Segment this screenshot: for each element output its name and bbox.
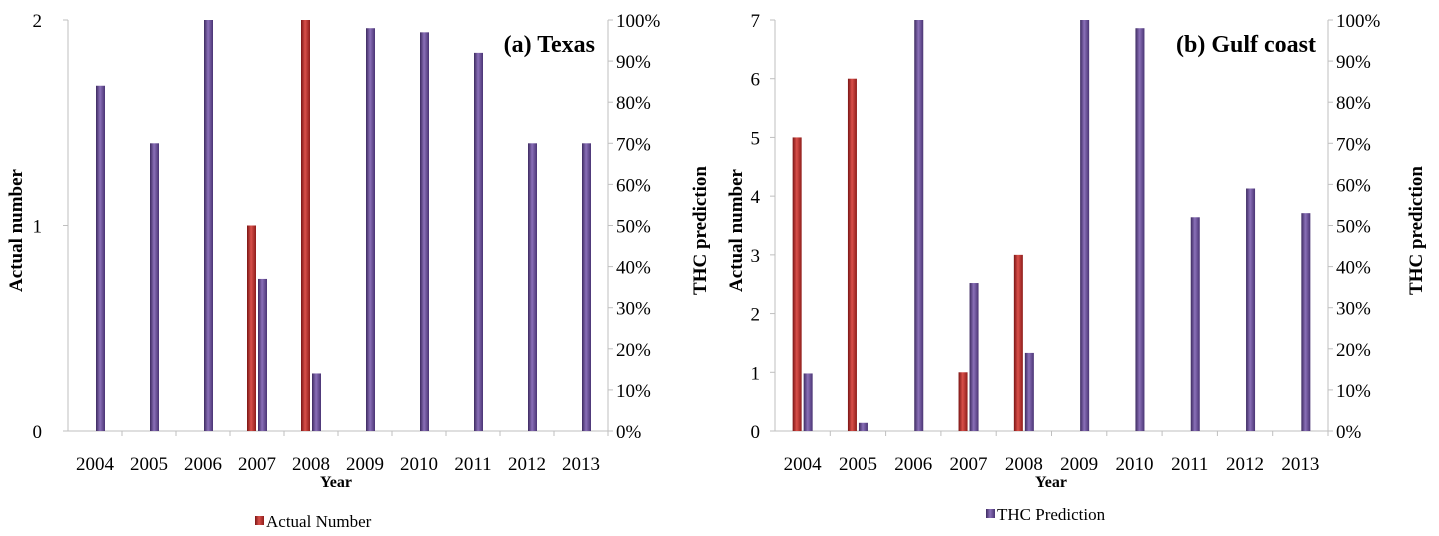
bar-thc-prediction — [1301, 213, 1311, 431]
y-tick-label-right: 80% — [616, 93, 651, 114]
y-tick-label-right: 30% — [1336, 299, 1371, 320]
bar-thc-prediction — [858, 422, 868, 431]
bar-thc-prediction — [150, 143, 159, 432]
x-axis-title: Year — [1035, 474, 1067, 491]
x-tick-label: 2013 — [1281, 454, 1319, 475]
x-tick-label: 2005 — [839, 454, 877, 475]
x-tick-label: 2004 — [76, 454, 115, 475]
x-tick-label: 2006 — [894, 454, 932, 475]
y-tick-label-left: 0 — [751, 422, 761, 443]
y-tick-label-right: 20% — [1336, 340, 1371, 361]
x-tick-label: 2012 — [1226, 454, 1264, 475]
y-tick-label-right: 80% — [1336, 93, 1371, 114]
bar-actual-number — [792, 137, 802, 431]
x-tick-label: 2005 — [130, 454, 168, 475]
y-tick-label-right: 90% — [1336, 52, 1371, 73]
y-axis-title-left: Actual number — [6, 168, 27, 292]
y-tick-label-right: 60% — [616, 175, 651, 196]
y-tick-label-right: 10% — [1336, 381, 1371, 402]
x-tick-label: 2007 — [238, 454, 276, 475]
x-tick-label: 2013 — [562, 454, 600, 475]
y-tick-label-right: 100% — [1336, 11, 1381, 32]
x-axis-title: Year — [320, 474, 352, 491]
y-tick-label-left: 7 — [751, 11, 761, 32]
y-tick-label-left: 0 — [33, 422, 43, 443]
bar-actual-number — [1013, 254, 1023, 431]
x-tick-label: 2012 — [508, 454, 546, 475]
y-tick-label-right: 40% — [616, 258, 651, 279]
bar-thc-prediction — [528, 143, 537, 432]
bar-thc-prediction — [1024, 352, 1034, 431]
legend-swatch-actual — [255, 516, 264, 525]
bar-thc-prediction — [1246, 188, 1256, 431]
y-tick-label-right: 50% — [1336, 217, 1371, 238]
x-tick-label: 2007 — [950, 454, 988, 475]
y-tick-label-right: 30% — [616, 299, 651, 320]
y-tick-label-right: 0% — [616, 422, 642, 443]
bar-actual-number — [247, 225, 256, 431]
x-tick-label: 2008 — [1005, 454, 1043, 475]
bar-actual-number — [847, 78, 857, 431]
bar-thc-prediction — [258, 278, 267, 431]
y-tick-label-right: 20% — [616, 340, 651, 361]
bar-thc-prediction — [204, 20, 213, 431]
x-tick-label: 2010 — [1115, 454, 1153, 475]
y-tick-label-left: 4 — [751, 187, 761, 208]
x-tick-label: 2008 — [292, 454, 330, 475]
chart-panel-texas: 0120%10%20%30%40%50%60%70%80%90%100%2004… — [6, 11, 711, 491]
y-axis-title-right: THC prediction — [690, 166, 711, 295]
y-tick-label-right: 70% — [1336, 134, 1371, 155]
bar-thc-prediction — [1080, 20, 1090, 431]
bar-thc-prediction — [1190, 217, 1200, 431]
y-tick-label-left: 2 — [33, 11, 43, 32]
legend-swatch-thc — [986, 509, 995, 518]
bar-thc-prediction — [96, 85, 105, 431]
x-tick-label: 2009 — [1060, 454, 1098, 475]
bar-thc-prediction — [582, 143, 591, 432]
legend-label-thc: THC Prediction — [997, 505, 1106, 524]
y-axis-title-left: Actual number — [726, 168, 747, 292]
x-tick-label: 2004 — [784, 454, 823, 475]
x-tick-label: 2010 — [400, 454, 438, 475]
bar-thc-prediction — [420, 32, 429, 432]
y-tick-label-left: 5 — [751, 128, 761, 149]
bar-thc-prediction — [366, 28, 375, 431]
y-tick-label-right: 10% — [616, 381, 651, 402]
x-tick-label: 2011 — [454, 454, 491, 475]
y-tick-label-left: 3 — [751, 246, 761, 267]
y-tick-label-right: 70% — [616, 134, 651, 155]
bar-thc-prediction — [312, 373, 321, 431]
bar-thc-prediction — [1135, 28, 1145, 431]
y-tick-label-left: 6 — [751, 70, 761, 91]
legend-actual-number: Actual Number — [255, 512, 372, 531]
y-tick-label-right: 40% — [1336, 258, 1371, 279]
y-tick-label-right: 90% — [616, 52, 651, 73]
y-tick-label-left: 2 — [751, 305, 761, 326]
y-tick-label-right: 50% — [616, 217, 651, 238]
bar-actual-number — [301, 20, 310, 431]
bar-thc-prediction — [803, 373, 813, 431]
y-tick-label-left: 1 — [33, 217, 43, 238]
x-tick-label: 2011 — [1171, 454, 1208, 475]
bar-thc-prediction — [914, 20, 924, 431]
legend-thc-prediction: THC Prediction — [986, 505, 1106, 524]
chart-panel-gulf-coast: 012345670%10%20%30%40%50%60%70%80%90%100… — [726, 11, 1427, 491]
y-tick-label-left: 1 — [751, 363, 761, 384]
panel-title: (b) Gulf coast — [1176, 32, 1316, 58]
bar-thc-prediction — [969, 283, 979, 431]
panel-title: (a) Texas — [504, 32, 595, 58]
bar-thc-prediction — [474, 52, 483, 431]
x-tick-label: 2006 — [184, 454, 222, 475]
bar-actual-number — [958, 372, 968, 431]
legend-label-actual: Actual Number — [266, 512, 372, 531]
x-tick-label: 2009 — [346, 454, 384, 475]
y-tick-label-right: 0% — [1336, 422, 1362, 443]
y-tick-label-right: 100% — [616, 11, 661, 32]
y-axis-title-right: THC prediction — [1406, 166, 1427, 295]
y-tick-label-right: 60% — [1336, 175, 1371, 196]
